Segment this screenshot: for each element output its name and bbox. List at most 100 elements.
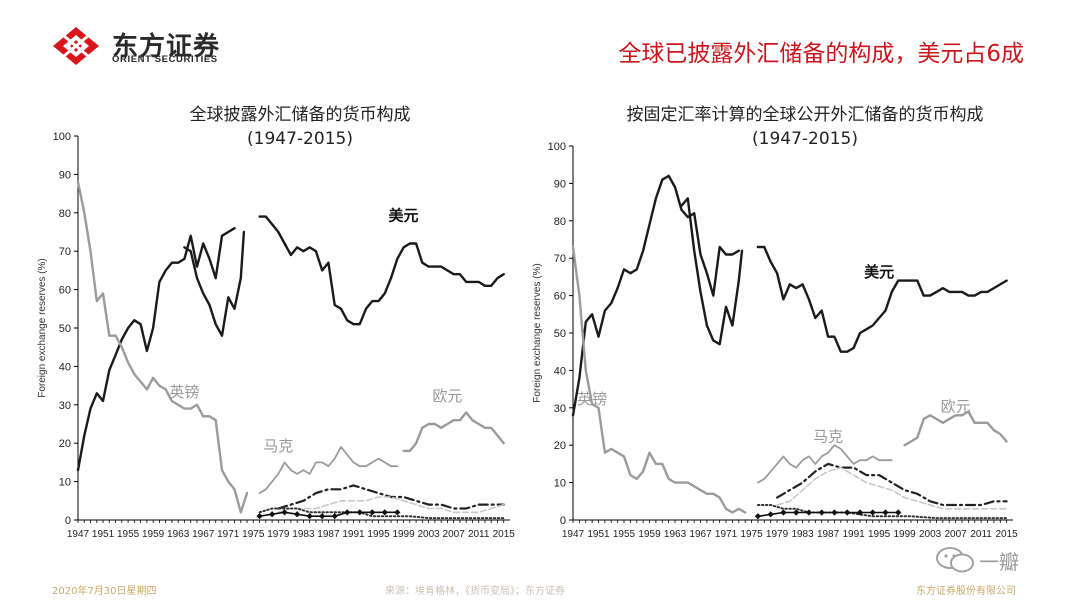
series-point-frf: [306, 513, 313, 520]
series-point-frf: [381, 509, 388, 516]
series-label-dm: 马克: [813, 427, 843, 445]
series-point-frf: [856, 509, 864, 516]
x-tick-label: 1955: [117, 529, 140, 540]
right-chart-title-line2: (1947-2015): [752, 129, 858, 149]
y-tick-label: 30: [59, 400, 71, 412]
series-line-usd: [680, 197, 744, 346]
y-tick-label: 90: [554, 178, 566, 190]
series-line-usd: [571, 174, 740, 417]
x-tick-label: 1975: [740, 529, 763, 540]
series-label-gbp: 英镑: [169, 383, 199, 401]
x-tick-label: 1947: [562, 529, 585, 540]
y-tick-label: 60: [59, 285, 71, 297]
y-tick-label: 100: [548, 141, 566, 153]
series-point-frf: [869, 509, 876, 516]
y-axis-label: Foreign exchange reserves (%): [37, 258, 48, 398]
x-tick-label: 2015: [493, 529, 516, 540]
series-label-usd: 美元: [389, 206, 419, 224]
company-logo: 东方证券 ORIENT SECURITIES: [52, 24, 252, 68]
y-tick-label: 70: [59, 246, 71, 258]
y-tick-label: 50: [59, 323, 71, 335]
y-tick-label: 0: [65, 515, 71, 527]
x-tick-label: 1983: [292, 529, 315, 540]
series-line-dm: [258, 446, 399, 494]
series-point-frf: [256, 513, 263, 520]
series-label-dm: 马克: [263, 437, 293, 455]
logo-english-name: ORIENT SECURITIES: [112, 54, 218, 65]
x-tick-label: 2011: [970, 529, 992, 540]
x-tick-label: 1971: [715, 529, 738, 540]
x-tick-label: 1999: [392, 529, 415, 540]
x-tick-label: 2003: [919, 529, 942, 540]
x-tick-label: 2007: [443, 529, 466, 540]
series-label-eur: 欧元: [941, 398, 971, 416]
y-tick-label: 20: [554, 440, 566, 452]
series-line-usd: [183, 230, 246, 337]
y-tick-label: 50: [554, 328, 566, 340]
series-point-frf: [356, 509, 363, 516]
series-line-gbp: [76, 180, 249, 514]
left-chart-title: 全球披露外汇储备的货币构成 (1947-2015): [120, 103, 480, 151]
y-tick-label: 60: [554, 291, 566, 303]
x-tick-label: 1963: [167, 529, 190, 540]
x-tick-label: 1947: [67, 529, 90, 540]
x-tick-label: 1971: [217, 529, 240, 540]
x-tick-label: 1991: [842, 529, 865, 540]
x-tick-label: 2011: [468, 529, 490, 540]
y-tick-label: 40: [554, 365, 566, 377]
left-chart-title-line2: (1947-2015): [247, 129, 353, 149]
x-tick-label: 1979: [267, 529, 290, 540]
series-line-gbp: [571, 245, 747, 514]
series-point-frf: [844, 509, 851, 516]
series-label-eur: 欧元: [432, 387, 462, 405]
series-point-frf: [831, 509, 838, 516]
series-point-frf: [319, 513, 326, 520]
x-tick-label: 2015: [995, 529, 1018, 540]
x-tick-label: 1979: [766, 529, 789, 540]
right-chart-title: 按固定汇率计算的全球公开外汇储备的货币构成 (1947-2015): [570, 103, 1040, 151]
series-line-dm: [757, 444, 893, 484]
watermark: 一瓣: [935, 542, 1055, 578]
x-tick-label: 1959: [638, 529, 661, 540]
logo-diamond-icon: [53, 27, 99, 65]
series-line-jpy: [277, 484, 505, 510]
y-axis-label: Foreign exchange reserves (%): [532, 263, 543, 403]
series-point-frf: [818, 509, 825, 516]
watermark-text: 一瓣: [979, 550, 1019, 574]
y-tick-label: 80: [59, 208, 71, 220]
slide-title: 全球已披露外汇储备的构成，美元占6成: [618, 41, 1024, 67]
y-tick-label: 10: [554, 478, 566, 490]
y-tick-label: 80: [554, 216, 566, 228]
left-chart-title-line1: 全球披露外汇储备的货币构成: [189, 105, 411, 125]
x-tick-label: 1987: [317, 529, 340, 540]
x-tick-label: 1951: [587, 529, 610, 540]
x-tick-label: 1991: [342, 529, 365, 540]
series-line-usd: [258, 215, 505, 326]
series-line-usd: [76, 227, 236, 472]
series-point-frf: [394, 509, 401, 516]
series-label-usd: 美元: [864, 263, 894, 281]
series-point-frf: [344, 509, 351, 516]
x-tick-label: 1999: [893, 529, 916, 540]
series-line-eur: [903, 410, 1008, 447]
x-tick-label: 1959: [142, 529, 165, 540]
x-tick-label: 1995: [367, 529, 390, 540]
x-tick-label: 2007: [944, 529, 967, 540]
series-point-frf: [805, 509, 813, 516]
series-point-frf: [268, 511, 276, 518]
series-line-eur: [402, 411, 505, 453]
x-tick-label: 2003: [417, 529, 440, 540]
x-tick-label: 1995: [868, 529, 891, 540]
slide-header: 东方证券 ORIENT SECURITIES 全球已披露外汇储备的构成，美元占6…: [0, 0, 1080, 80]
footer-date: 2020年7月30日星期四: [52, 586, 157, 597]
x-tick-label: 1987: [817, 529, 840, 540]
y-tick-label: 40: [59, 361, 71, 373]
chat-bubble-icon: [936, 547, 974, 573]
y-tick-label: 30: [554, 403, 566, 415]
x-tick-label: 1975: [242, 529, 265, 540]
x-tick-label: 1963: [664, 529, 687, 540]
series-point-frf: [754, 513, 762, 520]
series-line-oth: [776, 466, 1008, 510]
